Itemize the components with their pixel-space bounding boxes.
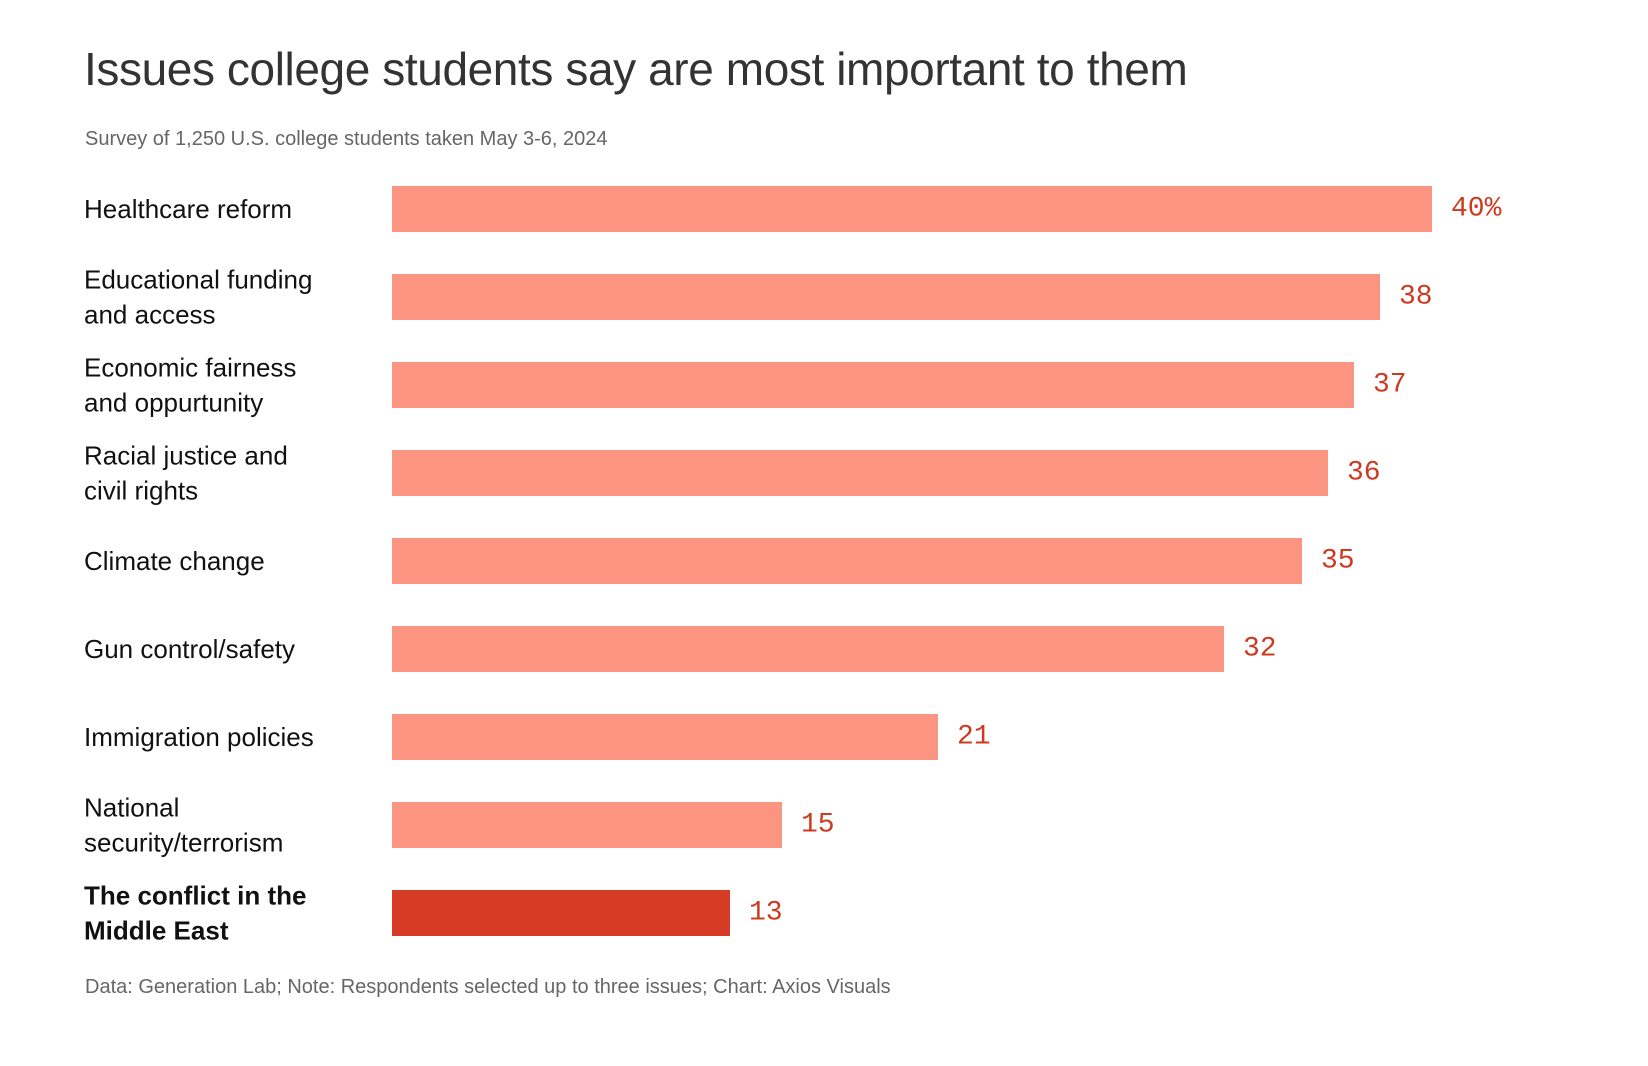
bar-5 <box>392 626 1224 672</box>
value-label-0: 40% <box>1451 194 1502 225</box>
category-label-2: Economic fairness and oppurtunity <box>84 353 296 418</box>
category-label-5: Gun control/safety <box>84 634 295 664</box>
chart-subtitle: Survey of 1,250 U.S. college students ta… <box>85 128 608 150</box>
bar-7 <box>392 802 782 848</box>
bar-4 <box>392 538 1302 584</box>
bar-1 <box>392 274 1380 320</box>
bar-2 <box>392 362 1354 408</box>
category-label-4: Climate change <box>84 546 265 576</box>
category-label-3: Racial justice and civil rights <box>84 441 288 506</box>
category-label-1: Educational funding and access <box>84 265 312 330</box>
category-label-8: The conflict in the Middle East <box>84 881 306 946</box>
value-label-1: 38 <box>1399 282 1433 313</box>
value-label-3: 36 <box>1347 458 1381 489</box>
value-label-7: 15 <box>801 810 835 841</box>
value-label-8: 13 <box>749 898 783 929</box>
value-label-6: 21 <box>957 722 991 753</box>
bar-3 <box>392 450 1328 496</box>
bar-6 <box>392 714 938 760</box>
bar-8 <box>392 890 730 936</box>
chart-footnote: Data: Generation Lab; Note: Respondents … <box>85 976 891 998</box>
category-label-0: Healthcare reform <box>84 194 292 224</box>
value-label-5: 32 <box>1243 634 1277 665</box>
value-label-2: 37 <box>1373 370 1407 401</box>
category-label-7: National security/terrorism <box>84 793 283 858</box>
bar-0 <box>392 186 1432 232</box>
category-label-6: Immigration policies <box>84 722 314 752</box>
chart-title: Issues college students say are most imp… <box>84 43 1188 95</box>
value-label-4: 35 <box>1321 546 1355 577</box>
